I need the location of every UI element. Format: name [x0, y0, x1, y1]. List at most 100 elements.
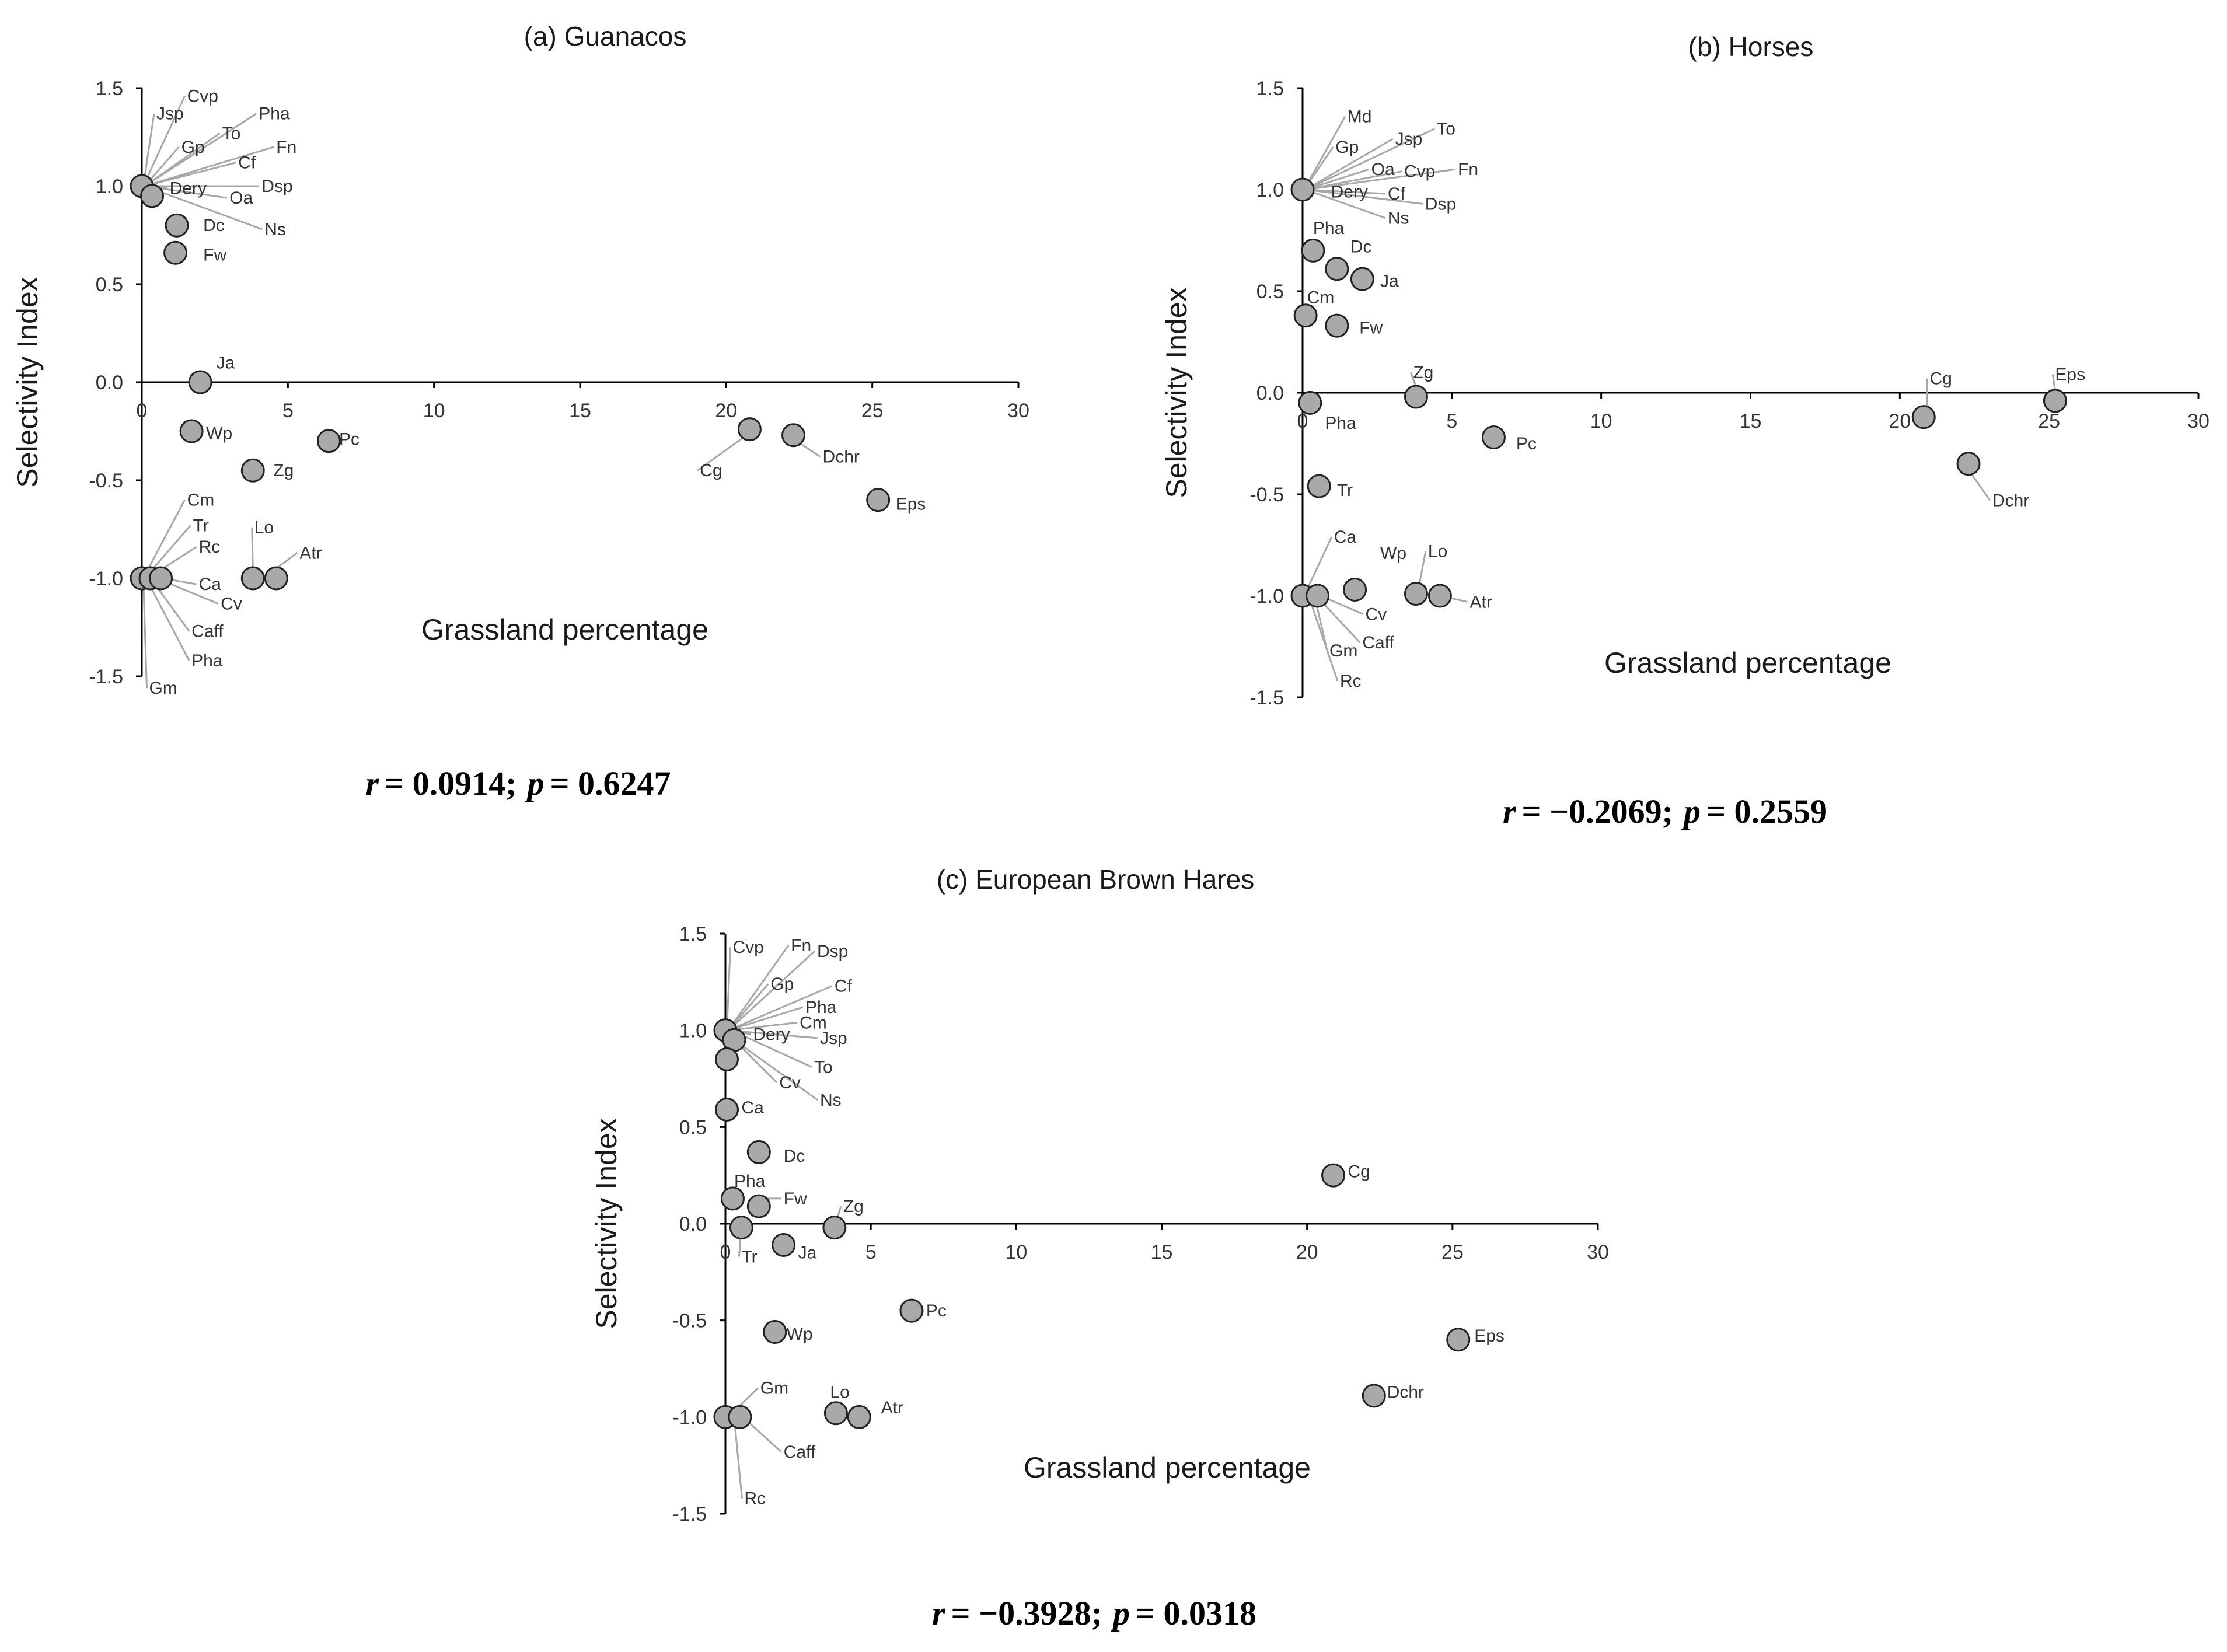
label-leader-line [727, 983, 769, 1031]
point-label: Pha [734, 1172, 766, 1191]
label-leader-line [1305, 188, 1423, 205]
data-point [1956, 452, 1981, 476]
label-leader-line [728, 1006, 804, 1032]
point-label: Caff [1362, 633, 1394, 652]
data-point [737, 417, 762, 442]
point-label: Cv [779, 1073, 801, 1092]
data-point [729, 1216, 753, 1240]
data-point [1427, 584, 1452, 608]
label-leader-line [1305, 168, 1370, 191]
point-label: Pha [1325, 414, 1356, 433]
point-label: Jsp [820, 1029, 847, 1048]
y-tick-label: -1.0 [1249, 585, 1284, 607]
point-label: Jsp [1395, 130, 1423, 149]
point-label: Dery [170, 179, 207, 198]
y-tick-label: -1.5 [89, 666, 123, 688]
y-tick-label: 1.5 [679, 923, 707, 945]
label-leader-line [1307, 595, 1339, 682]
x-tick-label: 20 [1296, 1241, 1318, 1263]
stat-p-value: = 0.6247 [550, 764, 671, 802]
x-tick-label: 25 [1441, 1241, 1464, 1263]
point-label: Dsp [817, 942, 848, 961]
point-label: Cv [1365, 605, 1387, 624]
y-tick-label: 1.5 [1256, 78, 1284, 100]
point-label: To [222, 124, 241, 143]
point-label: Pha [191, 651, 223, 670]
point-label: Ja [798, 1244, 817, 1263]
data-point [728, 1405, 752, 1429]
y-tick-label: -1.5 [1249, 687, 1284, 709]
label-leader-line [1418, 551, 1427, 586]
point-label: Tr [1337, 481, 1353, 500]
point-label: Fn [1458, 160, 1478, 179]
y-tick-label: -1.5 [672, 1503, 707, 1525]
point-label: Ca [1334, 528, 1357, 547]
data-point [1325, 257, 1349, 281]
point-label: Zg [1413, 363, 1433, 382]
point-label: Gp [181, 138, 205, 157]
point-label: Cvp [732, 938, 763, 957]
y-tick-label: 0.0 [1256, 382, 1284, 404]
data-point [1404, 582, 1428, 606]
point-label: Dchr [823, 448, 860, 467]
point-label: Cg [1348, 1162, 1370, 1182]
data-point [1446, 1328, 1471, 1352]
point-label: Lo [830, 1382, 849, 1402]
point-label: Rc [1340, 672, 1362, 691]
point-label: Fw [203, 246, 226, 265]
x-tick-label: 30 [1007, 400, 1029, 422]
point-label: Gm [760, 1379, 788, 1398]
label-leader-line [1305, 128, 1435, 191]
data-point [823, 1401, 848, 1426]
data-point [1293, 303, 1318, 328]
data-point [1481, 425, 1506, 450]
point-label: Pha [259, 104, 290, 124]
point-label: Tr [193, 516, 209, 535]
point-label: Cm [800, 1013, 827, 1032]
data-point [165, 213, 189, 238]
point-label: Dery [753, 1025, 790, 1044]
x-tick-label: 5 [282, 400, 294, 422]
label-leader-line [734, 1039, 818, 1101]
y-tick-label: 0.0 [96, 372, 123, 394]
data-point [847, 1405, 871, 1429]
x-tick-label: 10 [1590, 410, 1612, 432]
label-leader-line [142, 499, 186, 579]
chart-title: (b) Horses [1688, 32, 1814, 62]
x-tick-label: 5 [1446, 410, 1457, 432]
label-leader-line [725, 947, 731, 1031]
y-tick-label: 0.5 [1256, 281, 1284, 303]
data-point [179, 419, 204, 443]
label-leader-line [697, 434, 748, 471]
point-label: Wp [206, 424, 232, 443]
y-axis-title: Selectivity Index [590, 1118, 623, 1329]
stat-p-label: p [524, 764, 544, 802]
chart-title: (a) Guanacos [524, 21, 687, 51]
label-leader-line [728, 1029, 818, 1039]
point-label: Caff [784, 1443, 816, 1462]
x-tick-label: 10 [423, 400, 445, 422]
x-tick-label: 0 [137, 400, 148, 422]
data-point [1307, 474, 1331, 498]
label-leader-line [144, 162, 236, 187]
label-leader-line [144, 132, 221, 187]
x-axis-title: Grassland percentage [1604, 647, 1891, 679]
stat-r-label: r [932, 1594, 945, 1632]
x-tick-label: 30 [2187, 410, 2209, 432]
point-label: Fn [276, 138, 296, 157]
stat-r-label: r [365, 764, 379, 802]
point-label: Ca [199, 575, 222, 594]
y-axis-title: Selectivity Index [1160, 287, 1193, 498]
correlation-stat: r = −0.3928; p = 0.0318 [932, 1594, 1256, 1632]
point-label: Rc [199, 537, 221, 557]
data-point [781, 423, 805, 448]
label-leader-line [144, 146, 274, 187]
x-tick-label: 0 [720, 1241, 731, 1263]
point-label: Fw [784, 1189, 807, 1209]
point-label: Ca [741, 1098, 764, 1117]
label-leader-line [727, 945, 790, 1031]
x-axis-title: Grassland percentage [421, 613, 708, 646]
data-point [1298, 390, 1322, 415]
chart-panel-hares: (c) European Brown Hares 1.5 1.0 0.5 0.0 -0.5… [590, 864, 1609, 1632]
